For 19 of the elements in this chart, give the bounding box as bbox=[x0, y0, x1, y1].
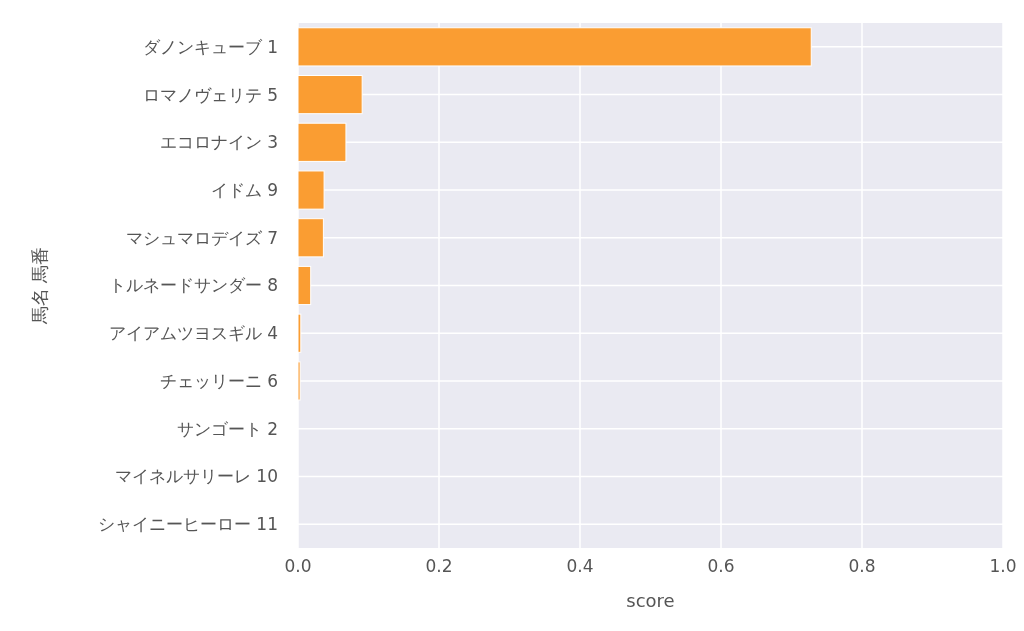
x-tick-label: 0.0 bbox=[284, 556, 312, 576]
y-tick-label: シャイニーヒーロー 11 bbox=[97, 514, 278, 535]
x-tick-label: 0.4 bbox=[566, 556, 594, 576]
x-axis-title: score bbox=[626, 590, 675, 611]
x-tick-label: 1.0 bbox=[989, 556, 1017, 576]
y-tick-label: トルネードサンダー 8 bbox=[108, 275, 278, 296]
x-tick-label: 0.8 bbox=[848, 556, 876, 576]
y-tick-label: エコロナイン 3 bbox=[159, 132, 278, 153]
y-tick-label: ダノンキューブ 1 bbox=[142, 36, 278, 57]
x-tick-label: 0.6 bbox=[707, 556, 735, 576]
y-tick-label: イドム 9 bbox=[210, 180, 278, 200]
y-tick-label: チェッリーニ 6 bbox=[159, 370, 278, 391]
y-tick-label: マシュマロデイズ 7 bbox=[125, 227, 278, 248]
y-tick-label: サンゴート 2 bbox=[176, 418, 278, 439]
y-axis-title: 馬名 馬番 bbox=[29, 246, 50, 326]
y-tick-label: ロマノヴェリテ 5 bbox=[142, 84, 278, 105]
y-tick-label: アイアムツヨスギル 4 bbox=[108, 323, 278, 344]
y-tick-label: マイネルサリーレ 10 bbox=[114, 466, 278, 487]
x-tick-label: 0.2 bbox=[425, 556, 453, 576]
